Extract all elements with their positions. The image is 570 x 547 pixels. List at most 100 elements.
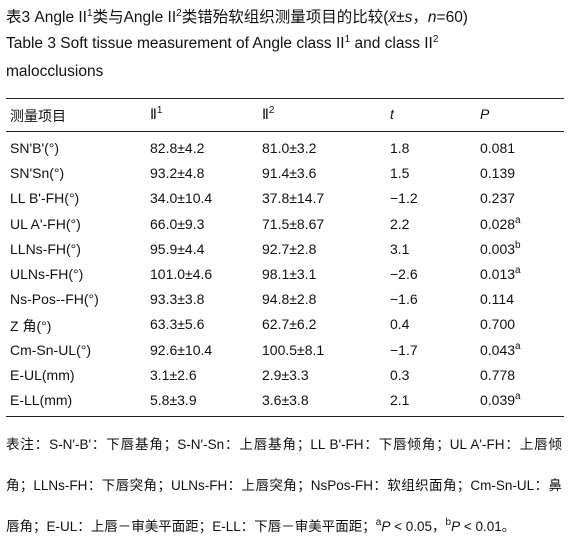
cell: 93.2±4.8 xyxy=(150,165,205,182)
sup: a xyxy=(515,340,521,352)
table-row: LL B'-FH(°) 34.0±10.4 37.8±14.7 −1.2 0.237 xyxy=(0,190,570,215)
table-row: UL A'-FH(°) 66.0±9.3 71.5±8.67 2.2 0.028a xyxy=(0,214,570,241)
cell: 91.4±3.6 xyxy=(262,165,317,182)
cell: 0.043a xyxy=(480,340,521,358)
cell: −1.6 xyxy=(390,291,418,308)
cell: 101.0±4.6 xyxy=(150,266,213,282)
table-note: 表注：S-N'-B'：下唇基角；S-N'-Sn：上唇基角；LL B'-FH：下唇… xyxy=(6,424,562,547)
cell: 63.3±5.6 xyxy=(150,316,205,333)
header-rule xyxy=(6,131,564,132)
cell: 0.003b xyxy=(480,240,521,257)
header-cell: Ⅱ2 xyxy=(262,106,274,123)
table-title-cn: 表3 Angle II1类与Angle II2类错殆软组织测量项目的比较(x̄±… xyxy=(6,5,468,27)
header-cell: P xyxy=(480,106,490,122)
text: x̄ xyxy=(388,9,397,26)
sup: a xyxy=(515,265,521,276)
text: 表3 Angle II xyxy=(6,9,87,26)
header-row: 测量项目 Ⅱ1 Ⅱ2 t P xyxy=(0,106,570,131)
cell: ULNs-FH(°) xyxy=(10,266,84,282)
header-cell: Ⅱ1 xyxy=(150,106,162,123)
text: 0.081 xyxy=(480,140,516,156)
cell: Cm-Sn-UL(°) xyxy=(10,341,92,358)
top-rule xyxy=(6,98,564,99)
cell: 62.7±6.2 xyxy=(262,316,317,333)
cell: 0.013a xyxy=(480,265,521,283)
cell: 92.6±10.4 xyxy=(150,341,213,358)
cell: 81.0±3.2 xyxy=(262,140,317,156)
bottom-rule xyxy=(6,416,564,417)
cell: 0.778 xyxy=(480,367,515,383)
text: < 0.01。 xyxy=(460,519,516,534)
text: 0.013 xyxy=(480,266,516,282)
table-row: ULNs-FH(°) 101.0±4.6 98.1±3.1 −2.6 0.013a xyxy=(0,266,570,291)
cell: 3.1±2.6 xyxy=(150,366,197,383)
cell: 0.139 xyxy=(480,165,515,181)
cell: 2.1 xyxy=(390,392,410,408)
cell: 95.9±4.4 xyxy=(150,240,205,257)
text: 0.139 xyxy=(480,165,516,182)
cell: 0.114 xyxy=(480,291,514,307)
sup: b xyxy=(445,517,452,528)
cell: 0.081 xyxy=(480,140,515,156)
text: 类错殆软组织测量项目的比较( xyxy=(181,9,389,26)
text: ± xyxy=(396,9,405,26)
header-cell: 测量项目 xyxy=(10,108,66,124)
cell: SN'B'(°) xyxy=(10,140,60,156)
text: malocclusions xyxy=(6,63,104,80)
cell: −1.2 xyxy=(390,190,418,207)
sup: 2 xyxy=(176,8,182,19)
cell: 71.5±8.67 xyxy=(262,215,325,232)
cell: 0.3 xyxy=(390,366,410,383)
cell: 3.6±3.8 xyxy=(262,392,309,408)
cell: UL A'-FH(°) xyxy=(10,215,81,232)
cell: −2.6 xyxy=(390,266,418,282)
text: Ⅱ xyxy=(262,106,269,122)
table-row: Ns-Pos--FH(°) 93.3±3.8 94.8±2.8 −1.6 0.114 xyxy=(0,291,570,316)
text: ， xyxy=(412,9,428,26)
cell: 0.237 xyxy=(480,190,515,206)
sup: 1 xyxy=(156,105,163,116)
cell: 93.3±3.8 xyxy=(150,291,205,308)
table-row: SN'Sn(°) 93.2±4.8 91.4±3.6 1.5 0.139 xyxy=(0,165,570,190)
text: 0.028 xyxy=(480,215,516,232)
sup: 1 xyxy=(87,8,93,19)
cell: 94.8±2.8 xyxy=(262,291,317,308)
text: 0.114 xyxy=(480,291,514,308)
text: Ⅱ xyxy=(150,106,157,122)
cell: 0.039a xyxy=(480,392,521,409)
text: 0.003 xyxy=(480,240,516,257)
cell: 3.1 xyxy=(390,240,410,257)
cell: 2.2 xyxy=(390,215,410,232)
table-row: SN'B'(°) 82.8±4.2 81.0±3.2 1.8 0.081 xyxy=(0,140,570,165)
cell: LLNs-FH(°) xyxy=(10,240,81,257)
text: n xyxy=(427,9,437,26)
cell: 98.1±3.1 xyxy=(262,266,317,282)
text: 0.700 xyxy=(480,316,516,333)
table-title-en: Table 3 Soft tissue measurement of Angle… xyxy=(6,35,438,53)
text: < 0.05， xyxy=(390,519,446,534)
cell: E-LL(mm) xyxy=(10,392,73,408)
sup: a xyxy=(515,214,521,226)
text: 0.237 xyxy=(480,190,516,207)
header-cell: t xyxy=(390,106,394,122)
cell: 37.8±14.7 xyxy=(262,190,325,207)
sup: a xyxy=(375,517,382,528)
cell: 1.5 xyxy=(390,165,410,182)
cell: −1.7 xyxy=(390,341,418,358)
table-row: E-LL(mm) 5.8±3.9 3.6±3.8 2.1 0.039a xyxy=(0,392,570,417)
text: and class II xyxy=(350,35,433,52)
sup: 2 xyxy=(432,34,439,45)
text: P xyxy=(381,519,391,534)
cell: 66.0±9.3 xyxy=(150,215,205,232)
cell: 1.8 xyxy=(390,140,410,156)
table-row: Cm-Sn-UL(°) 92.6±10.4 100.5±8.1 −1.7 0.043a xyxy=(0,340,570,367)
cell: Ns-Pos--FH(°) xyxy=(10,291,99,308)
text: Table 3 Soft tissue measurement of Angle… xyxy=(6,35,345,52)
text: s xyxy=(404,9,413,26)
cell: 34.0±10.4 xyxy=(150,190,213,207)
cell: 0.028a xyxy=(480,214,521,232)
cell: Z 角(°) xyxy=(10,318,52,335)
table-title-en-2: malocclusions xyxy=(6,63,103,81)
cell: 5.8±3.9 xyxy=(150,392,197,408)
text: 0.043 xyxy=(480,341,516,358)
